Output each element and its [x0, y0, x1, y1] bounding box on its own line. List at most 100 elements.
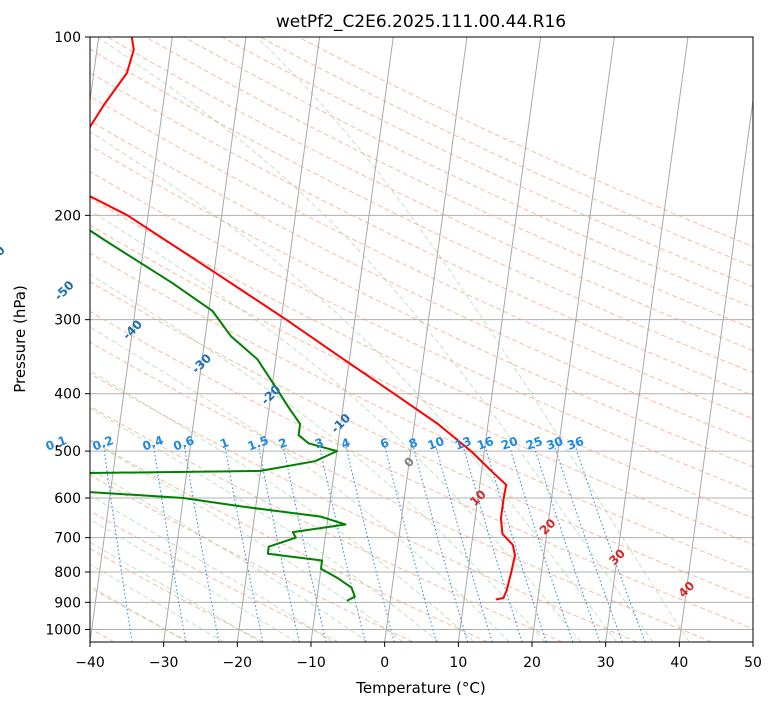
dry-adiabat — [90, 439, 488, 642]
isotherm-label: -40 — [120, 317, 145, 342]
dry-adiabat — [90, 120, 753, 444]
mixing-ratio-label: 6 — [378, 435, 391, 451]
mixing-ratio-label: 1.5 — [246, 433, 271, 453]
mixing-ratio-label: 10 — [426, 434, 446, 453]
isotherm-line — [457, 37, 542, 642]
y-tick-label: 600 — [54, 491, 81, 507]
isotherm-label: 40 — [676, 579, 698, 601]
plot-frame — [89, 36, 754, 643]
isotherm-line — [531, 37, 615, 642]
mixing-ratio-line — [574, 445, 646, 642]
isotherm-label: -30 — [189, 351, 214, 376]
mixing-ratio-line — [282, 445, 327, 642]
mixing-ratio-line — [258, 445, 300, 642]
x-tick-label: 20 — [523, 655, 541, 671]
moist-adiabat — [90, 439, 404, 642]
mixing-ratio-line — [484, 445, 547, 642]
dry-adiabat — [90, 373, 638, 642]
moist-adiabat — [90, 468, 368, 642]
moist-adiabat — [90, 585, 188, 642]
x-axis: −40 −30 −20 −10 0 10 20 30 40 50 — [75, 642, 762, 671]
mixing-ratio-label: 0.4 — [141, 433, 166, 453]
mixing-ratio-label: 36 — [565, 434, 585, 453]
isotherm-label: 0 — [401, 454, 417, 470]
moist-adiabat — [90, 209, 582, 642]
x-tick-label: 30 — [597, 655, 615, 671]
mixing-ratio-line — [345, 445, 395, 642]
mixing-ratio-line — [508, 445, 574, 642]
y-tick-label: 200 — [54, 208, 81, 224]
mixing-ratio-line — [462, 445, 523, 642]
mixing-ratio-line — [153, 445, 187, 642]
dry-adiabat — [145, 37, 753, 330]
dry-adiabat — [90, 171, 753, 493]
y-tick-label: 800 — [54, 565, 81, 581]
moist-adiabat — [90, 326, 510, 642]
pressure-gridlines — [90, 37, 753, 630]
isotherm-line — [90, 37, 173, 642]
y-tick-label: 400 — [54, 387, 81, 403]
mixing-ratio-label: 4 — [339, 435, 352, 451]
mixing-ratio-label: 25 — [524, 434, 544, 453]
moist-adiabat — [90, 541, 261, 642]
x-tick-label: 0 — [380, 655, 389, 671]
isotherm-label: -10 — [328, 411, 353, 436]
mixing-ratio-label: 20 — [499, 434, 519, 453]
isotherm-line — [678, 96, 753, 642]
moist-adiabat — [90, 273, 546, 642]
x-tick-label: 50 — [744, 655, 762, 671]
isotherm-label: 20 — [537, 516, 559, 538]
dry-adiabat — [183, 37, 753, 309]
moist-adiabat — [97, 37, 654, 642]
dry-adiabat — [90, 48, 753, 374]
mixing-ratio-line — [553, 445, 623, 642]
dry-adiabat — [90, 310, 753, 630]
mixing-ratio-label: 0.1 — [44, 433, 69, 453]
x-tick-label: −10 — [296, 655, 326, 671]
x-tick-label: −40 — [75, 655, 105, 671]
moist-adiabat — [90, 563, 225, 642]
y-tick-label: 300 — [54, 313, 81, 329]
mixing-ratio-label: 13 — [453, 434, 473, 453]
mixing-ratio-line — [384, 445, 437, 642]
chart-title: wetPf2_C2E6.2025.111.00.44.R16 — [276, 12, 566, 32]
mixing-ratio-line — [183, 445, 220, 642]
y-tick-label: 700 — [54, 531, 81, 547]
moist-adiabats — [90, 37, 690, 642]
mixing-ratio-label: 30 — [544, 434, 564, 453]
mixing-ratio-label: 2 — [277, 435, 290, 451]
dry-adiabat — [107, 37, 753, 352]
isotherm-line — [605, 37, 689, 642]
isotherm-line — [236, 37, 321, 642]
mixing-ratio-line — [318, 445, 366, 642]
plot-area — [90, 37, 753, 642]
x-tick-label: −20 — [223, 655, 253, 671]
mixing-ratio-label: 0.2 — [91, 433, 116, 453]
dry-adiabat — [90, 341, 712, 642]
dry-adiabat — [90, 252, 753, 573]
y-axis: 100 200 300 400 500 600 700 800 900 1000 — [45, 30, 90, 638]
y-axis-title: Pressure (hPa) — [11, 285, 29, 393]
mixing-ratio-label: 16 — [475, 434, 495, 453]
dry-adiabat — [90, 510, 339, 642]
x-tick-label: 10 — [449, 655, 467, 671]
mixing-ratio-line — [103, 445, 133, 642]
mixing-ratio-label: 1 — [218, 435, 231, 451]
x-tick-label: −30 — [149, 655, 179, 671]
isotherm-line — [752, 638, 753, 642]
mixing-ratio-lines — [103, 445, 646, 642]
x-tick-label: 40 — [670, 655, 688, 671]
mixing-ratio-line — [533, 445, 601, 642]
isotherm-label: -50 — [52, 278, 77, 303]
dry-adiabat — [90, 145, 753, 468]
dry-adiabat — [90, 224, 753, 545]
moist-adiabat — [256, 37, 690, 642]
mixing-ratio-line — [224, 445, 264, 642]
y-tick-label: 1000 — [45, 622, 81, 638]
isotherm-label: -60 — [0, 243, 8, 268]
line-labels: 0.10.20.40.611.52346810131620253036-100-… — [0, 243, 698, 601]
dry-adiabat — [259, 37, 753, 268]
dry-adiabat — [90, 281, 753, 601]
moist-adiabat — [90, 518, 297, 642]
